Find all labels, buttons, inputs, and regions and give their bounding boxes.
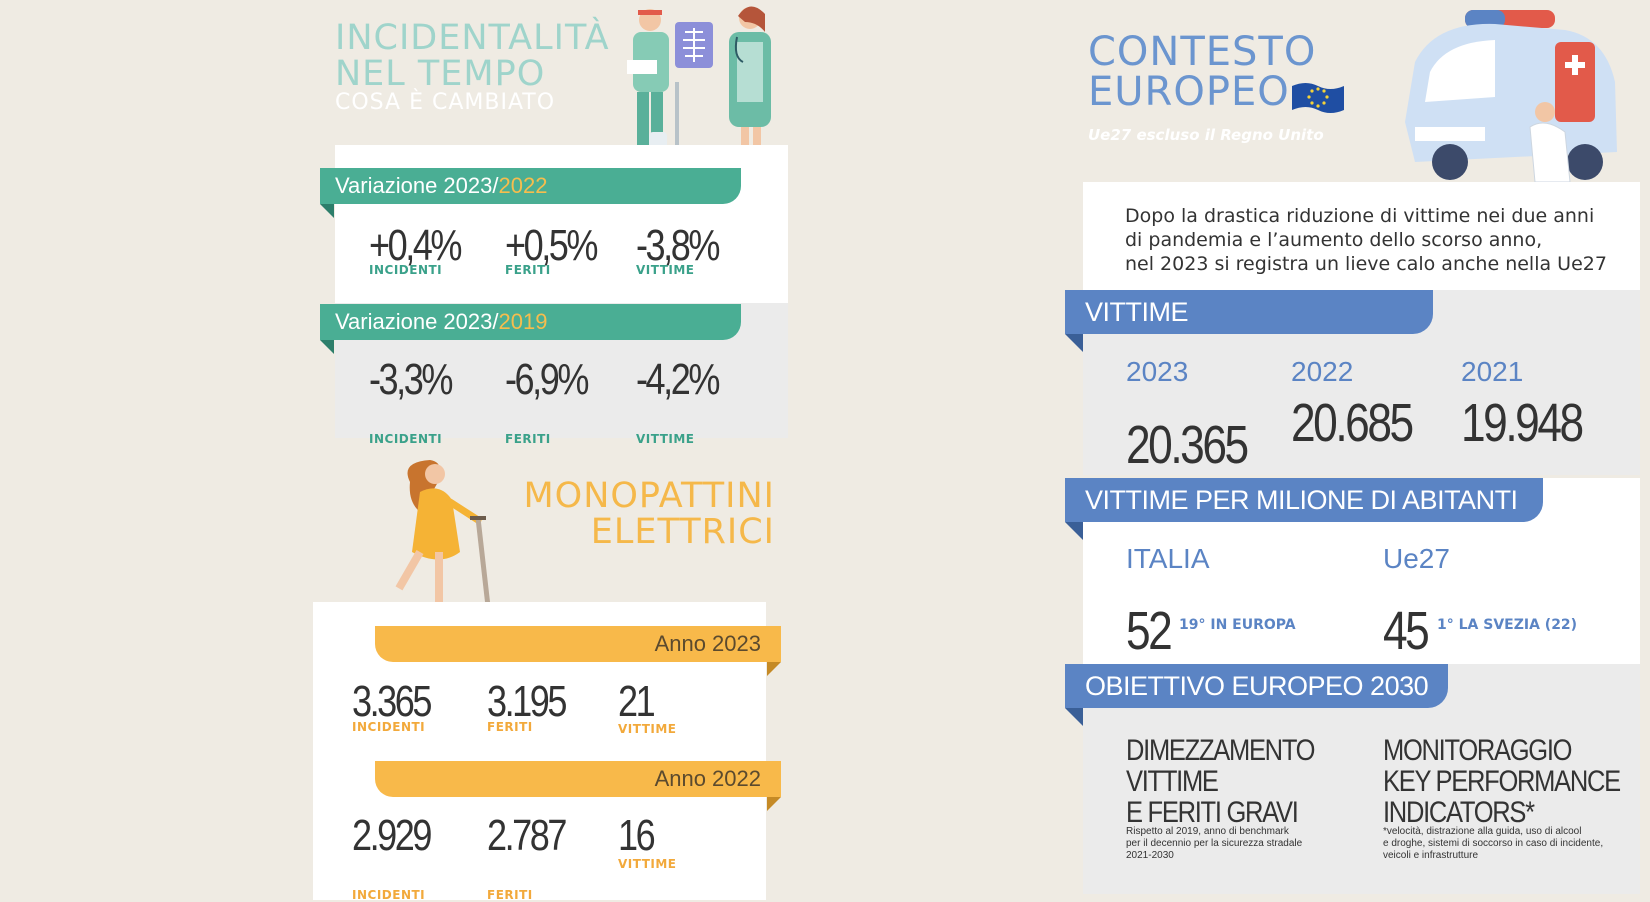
victims-value: 20.685	[1291, 393, 1414, 453]
per-million-header: VITTIME PER MILIONE DI ABITANTI	[1065, 478, 1543, 522]
stat-label: FERITI	[505, 263, 551, 277]
stat-value: 2.929	[352, 811, 432, 860]
objective-col2-line-2: KEY PERFORMANCE	[1383, 765, 1621, 798]
intro-line-3: nel 2023 si registra un lieve calo anche…	[1125, 253, 1607, 275]
intro-panel	[1083, 182, 1640, 290]
victims-value: 20.365	[1126, 415, 1249, 475]
intro-line-1: Dopo la drastica riduzione di vittime ne…	[1125, 205, 1595, 227]
bar-fold	[1065, 522, 1083, 540]
bar-fold	[1065, 708, 1083, 726]
objective-col1-head: DIMEZZAMENTO VITTIME E FERITI GRAVI	[1126, 734, 1316, 829]
europe-title: CONTESTO EUROPEO	[1088, 32, 1316, 112]
objective-col2-note-2: e droghe, sistemi di soccorso in caso di…	[1383, 838, 1604, 849]
stat-value: -6,9%	[505, 355, 589, 404]
section-subtitle: COSA È CAMBIATO	[335, 90, 556, 115]
stat-value: 2.787	[487, 811, 567, 860]
bar-fold	[320, 204, 334, 218]
objective-col2-note: *velocità, distrazione alla guida, uso d…	[1383, 826, 1603, 862]
stat-value: -3,8%	[636, 221, 720, 270]
stat-label: VITTIME	[636, 432, 695, 446]
stat-label: VITTIME	[618, 857, 677, 871]
section-title: INCIDENTALITÀ NEL TEMPO	[335, 20, 610, 92]
scooter-year-bar-2023: Anno 2023	[375, 626, 781, 662]
stat-label: INCIDENTI	[369, 263, 443, 277]
objective-col1-note-1: Rispetto al 2019, anno di benchmark	[1126, 826, 1289, 837]
objective-col1-note: Rispetto al 2019, anno di benchmark per …	[1126, 826, 1302, 862]
victims-year: 2021	[1461, 356, 1524, 387]
eu-flag-icon	[1292, 83, 1344, 113]
ambulance-illustration	[1405, 10, 1617, 202]
objective-col2-line-1: MONITORAGGIO	[1383, 734, 1573, 767]
variation-prefix: Variazione 2023/	[335, 309, 499, 334]
objective-col2-note-3: veicoli e infrastrutture	[1383, 850, 1479, 861]
stat-label: FERITI	[487, 720, 533, 734]
title-line-2: NEL TEMPO	[335, 54, 546, 94]
scooter-title: MONOPATTINI ELETTRICI	[500, 478, 775, 550]
stat-label: FERITI	[505, 432, 551, 446]
eu-rank: 1° LA SVEZIA (22)	[1437, 617, 1578, 633]
victims-value: 19.948	[1461, 393, 1584, 453]
stat-value: 16	[618, 811, 656, 860]
victims-header: VITTIME	[1065, 290, 1433, 334]
stat-value: 3.365	[352, 677, 432, 726]
stat-label: VITTIME	[618, 722, 677, 736]
objective-col1-note-2: per il decennio per la sicurezza stradal…	[1126, 838, 1303, 849]
italy-value: 52	[1126, 601, 1173, 661]
stat-label: INCIDENTI	[352, 888, 426, 902]
stat-value: 3.195	[487, 677, 567, 726]
italy-rank: 19° IN EUROPA	[1179, 617, 1296, 633]
variation-prefix: Variazione 2023/	[335, 173, 499, 198]
objective-col1-note-3: 2021-2030	[1126, 850, 1174, 861]
bar-fold	[767, 797, 781, 811]
stat-value: +0,5%	[505, 221, 598, 270]
eu-label: Ue27	[1383, 543, 1450, 574]
stat-value: 21	[618, 677, 656, 726]
stat-label: VITTIME	[636, 263, 695, 277]
bar-fold	[1065, 334, 1083, 352]
objective-col1-line-3: E FERITI GRAVI	[1126, 796, 1299, 829]
victims-year: 2023	[1126, 356, 1189, 387]
objective-header: OBIETTIVO EUROPEO 2030	[1065, 664, 1448, 708]
objective-col1-line-1: DIMEZZAMENTO	[1126, 734, 1316, 767]
intro-text: Dopo la drastica riduzione di vittime ne…	[1125, 204, 1607, 276]
stat-label: INCIDENTI	[369, 432, 443, 446]
objective-col2-head: MONITORAGGIO KEY PERFORMANCE INDICATORS*	[1383, 734, 1621, 829]
objective-col2-note-1: *velocità, distrazione alla guida, uso d…	[1383, 826, 1582, 837]
europe-note: Ue27 escluso il Regno Unito	[1088, 126, 1324, 144]
variation-year: 2022	[498, 173, 548, 198]
variation-bar-2019: Variazione 2023/2019	[320, 304, 741, 340]
stat-value: -3,3%	[369, 355, 453, 404]
title-line-1: INCIDENTALITÀ	[335, 18, 610, 58]
eu-value: 45	[1383, 601, 1430, 661]
stat-label: INCIDENTI	[352, 720, 426, 734]
scooter-title-line-2: ELETTRICI	[590, 512, 775, 552]
bar-fold	[320, 340, 334, 354]
europe-title-line-1: CONTESTO	[1088, 29, 1317, 75]
victims-year: 2022	[1291, 356, 1354, 387]
bar-fold	[767, 662, 781, 676]
variation-year: 2019	[498, 309, 548, 334]
stat-value: +0,4%	[369, 221, 462, 270]
europe-title-line-2: EUROPEO	[1088, 69, 1290, 115]
objective-col2-line-3: INDICATORS*	[1383, 796, 1535, 829]
italy-label: ITALIA	[1126, 543, 1210, 574]
scooter-year-bar-2022: Anno 2022	[375, 761, 781, 797]
scooter-title-line-1: MONOPATTINI	[523, 476, 775, 516]
stat-label: FERITI	[487, 888, 533, 902]
variation-bar-2022: Variazione 2023/2022	[320, 168, 741, 204]
intro-line-2: di pandemia e l’aumento dello scorso ann…	[1125, 229, 1543, 251]
stat-value: -4,2%	[636, 355, 720, 404]
objective-col1-line-2: VITTIME	[1126, 765, 1219, 798]
